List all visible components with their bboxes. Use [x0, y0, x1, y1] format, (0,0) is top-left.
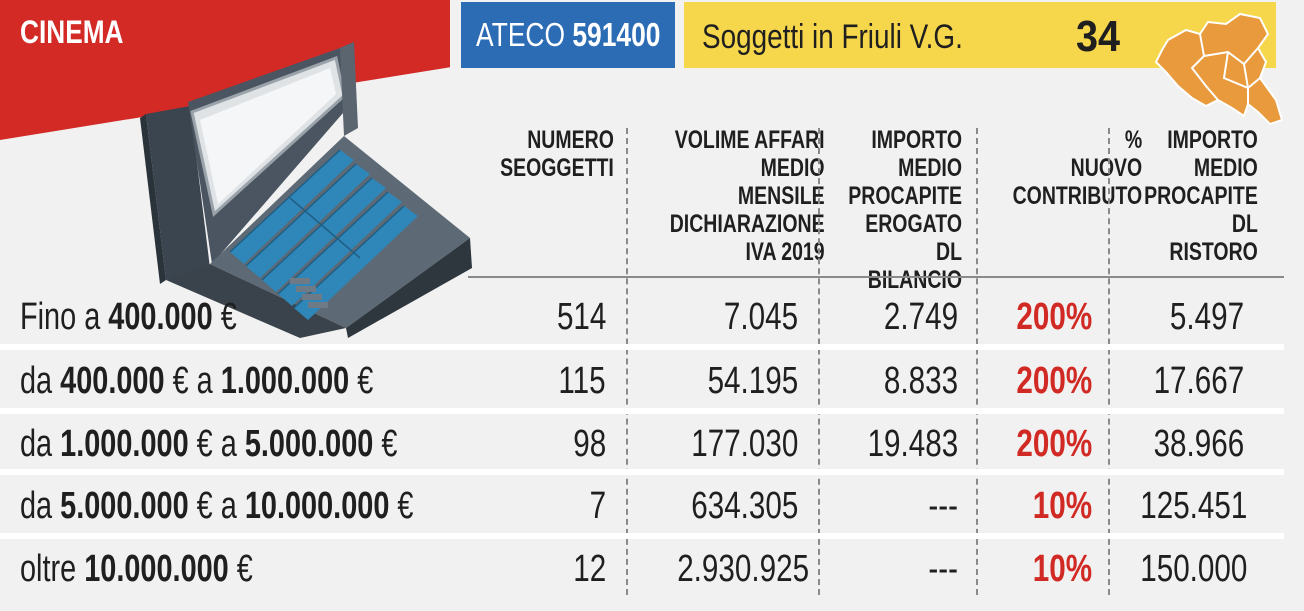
cell-numero: 514 [556, 296, 606, 338]
header-numero: NUMERO SEOGGETTI [500, 126, 614, 182]
table-row: Fino a 400.000 € 514 7.045 2.749 200% 5.… [0, 290, 1304, 350]
cell-erogato: 2.749 [883, 296, 958, 338]
column-divider [976, 128, 978, 595]
ateco-label: ATECO [475, 16, 565, 53]
cell-volume: 7.045 [723, 296, 798, 338]
row-label: oltre 10.000.000 € [20, 548, 253, 590]
header-divider [468, 276, 1284, 278]
cell-percent: 200% [1016, 423, 1092, 465]
cell-erogato: --- [928, 548, 958, 590]
column-divider [626, 128, 628, 595]
friuli-map-icon [1154, 12, 1284, 126]
table-row: da 400.000 € a 1.000.000 € 115 54.195 8.… [0, 354, 1304, 414]
table-row: oltre 10.000.000 € 12 2.930.925 --- 10% … [0, 542, 1304, 602]
cell-ristoro: 17.667 [1153, 360, 1244, 402]
cell-ristoro: 38.966 [1153, 423, 1244, 465]
cell-volume: 54.195 [707, 360, 798, 402]
cell-percent: 200% [1016, 296, 1092, 338]
soggetti-label: Soggetti in Friuli V.G. [702, 18, 963, 56]
cell-numero: 98 [573, 423, 606, 465]
ateco-badge: ATECO 591400 [461, 2, 675, 68]
cell-percent: 200% [1016, 360, 1092, 402]
row-divider [0, 469, 1284, 475]
table-row: da 1.000.000 € a 5.000.000 € 98 177.030 … [0, 417, 1304, 477]
row-label: da 1.000.000 € a 5.000.000 € [20, 423, 398, 465]
header-volume: VOLIME AFFARI MEDIO MENSILE DICHIARAZION… [669, 126, 825, 266]
header-ristoro: IMPORTO MEDIO PROCAPITE DL RISTORO [1144, 126, 1258, 266]
cell-erogato: 8.833 [883, 360, 958, 402]
cell-ristoro: 125.451 [1140, 485, 1248, 527]
cinema-theater-illustration [140, 42, 472, 338]
row-label: da 400.000 € a 1.000.000 € [20, 360, 374, 402]
cell-volume: 177.030 [690, 423, 798, 465]
cell-volume: 2.930.925 [677, 548, 810, 590]
soggetti-count: 34 [1076, 12, 1121, 61]
ateco-code: 591400 [572, 16, 661, 53]
table-row: da 5.000.000 € a 10.000.000 € 7 634.305 … [0, 479, 1304, 539]
cell-ristoro: 5.497 [1169, 296, 1244, 338]
cell-numero: 12 [573, 548, 606, 590]
row-label: da 5.000.000 € a 10.000.000 € [20, 485, 414, 527]
row-divider [0, 408, 1284, 414]
header-percent: % NUOVO CONTRIBUTO [1012, 126, 1143, 210]
cell-numero: 7 [589, 485, 606, 527]
page-title: CINEMA [20, 14, 124, 50]
row-divider [0, 344, 1284, 350]
column-divider [1108, 128, 1110, 595]
cell-erogato: --- [928, 485, 958, 527]
cell-percent: 10% [1032, 485, 1092, 527]
column-divider [818, 128, 820, 595]
cell-erogato: 19.483 [867, 423, 958, 465]
cell-percent: 10% [1032, 548, 1092, 590]
cell-volume: 634.305 [690, 485, 798, 527]
row-label: Fino a 400.000 € [20, 296, 237, 338]
header-erogato: IMPORTO MEDIO PROCAPITE EROGATO DL BILAN… [848, 126, 962, 294]
row-divider [0, 533, 1284, 539]
cell-numero: 115 [558, 360, 606, 402]
cell-ristoro: 150.000 [1140, 548, 1248, 590]
